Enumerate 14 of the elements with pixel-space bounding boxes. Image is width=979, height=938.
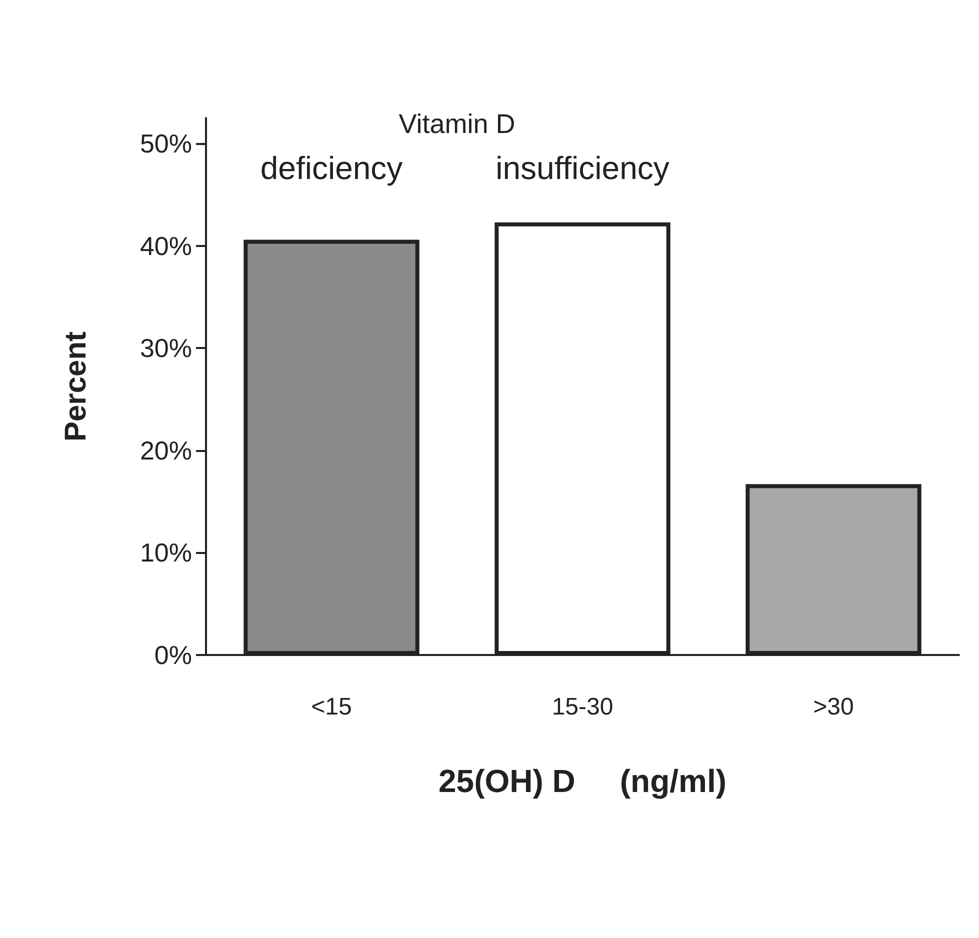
y-tick-label: 0% — [154, 640, 192, 670]
y-tick-label: 50% — [140, 128, 192, 159]
annotation: insufficiency — [496, 150, 670, 186]
y-tick-label: 20% — [140, 435, 192, 466]
y-tick-label: 40% — [140, 230, 192, 261]
y-tick-label: 10% — [140, 538, 192, 568]
y-tick-label: 30% — [140, 333, 192, 364]
x-tick-label: <15 — [311, 694, 352, 720]
x-tick-label: >30 — [813, 694, 854, 720]
x-axis-title: 25(OH) D (ng/ml) — [438, 763, 726, 799]
x-tick-label: 15-30 — [552, 694, 614, 720]
y-axis-title: Percent — [60, 331, 92, 442]
annotation: deficiency — [260, 150, 403, 186]
annotation: Vitamin D — [398, 109, 516, 139]
